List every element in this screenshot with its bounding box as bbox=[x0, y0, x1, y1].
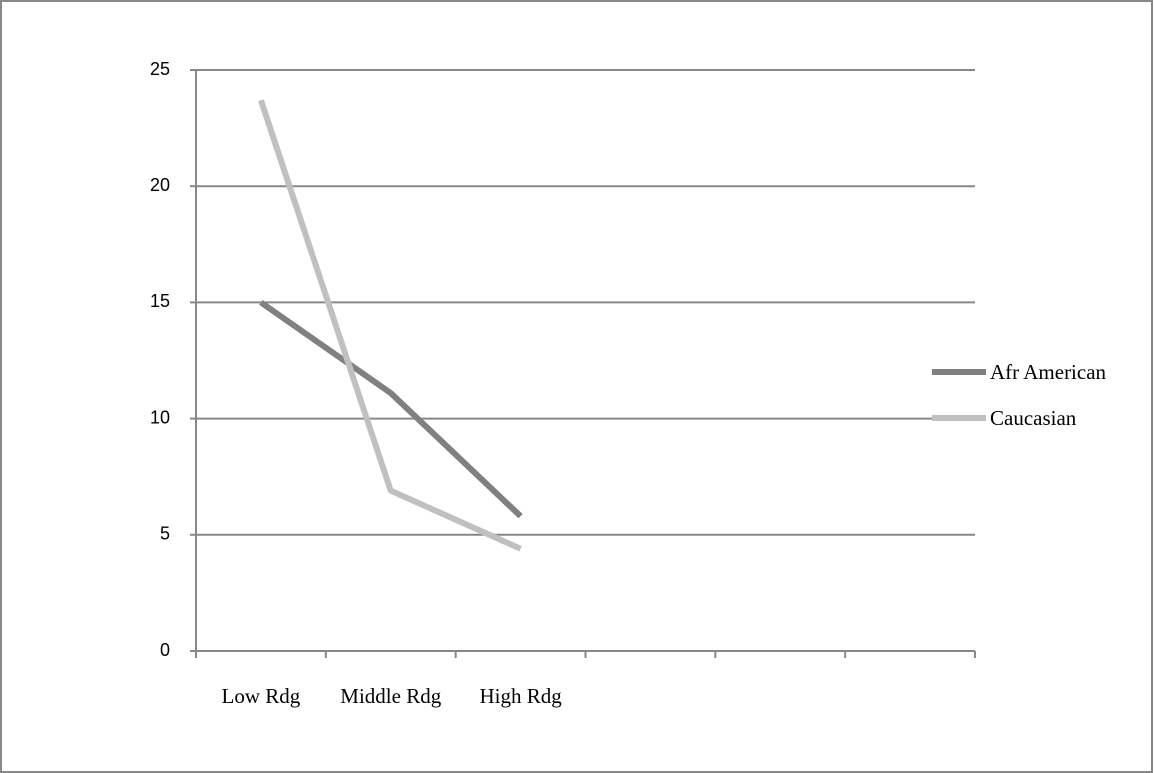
series-line bbox=[258, 99, 522, 552]
y-tick-label: 10 bbox=[150, 407, 170, 427]
y-tick-label: 15 bbox=[150, 291, 170, 311]
legend-label: Afr American bbox=[990, 360, 1107, 384]
x-tick-label: High Rdg bbox=[479, 684, 562, 708]
legend-label: Caucasian bbox=[990, 406, 1077, 430]
y-tick-label: 0 bbox=[160, 640, 170, 660]
y-tick-label: 20 bbox=[150, 175, 170, 195]
series-line bbox=[259, 299, 523, 519]
x-tick-label: Middle Rdg bbox=[340, 684, 441, 708]
y-tick-label: 25 bbox=[150, 59, 170, 79]
y-tick-label: 5 bbox=[160, 524, 170, 544]
x-tick-label: Low Rdg bbox=[222, 684, 301, 708]
